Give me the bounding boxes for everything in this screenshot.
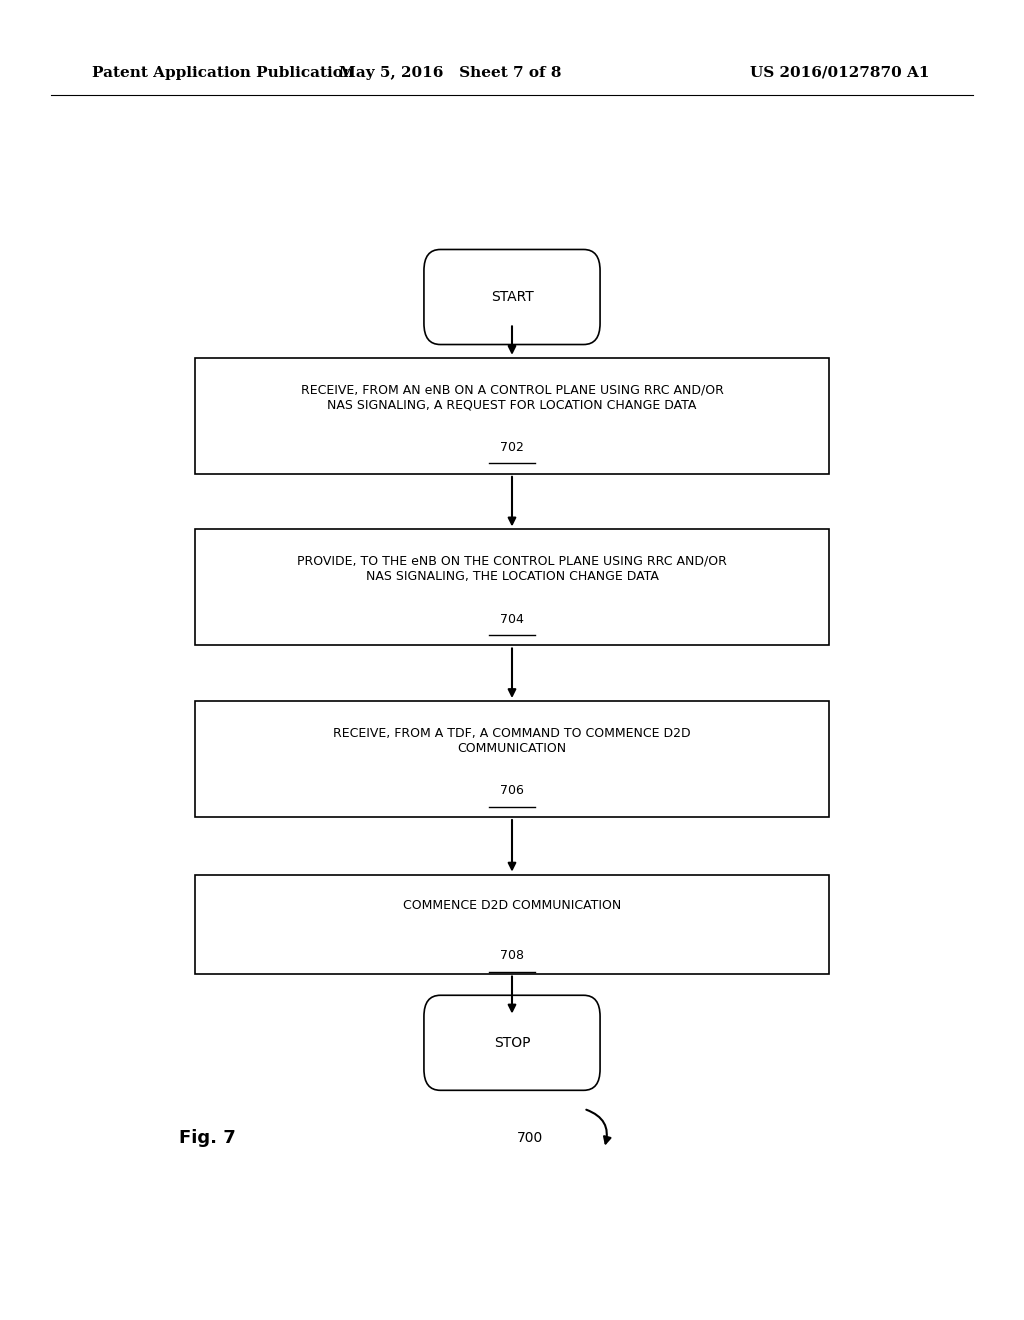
- Text: RECEIVE, FROM A TDF, A COMMAND TO COMMENCE D2D
COMMUNICATION: RECEIVE, FROM A TDF, A COMMAND TO COMMEN…: [333, 726, 691, 755]
- FancyBboxPatch shape: [195, 529, 829, 645]
- Text: RECEIVE, FROM AN eNB ON A CONTROL PLANE USING RRC AND/OR
NAS SIGNALING, A REQUES: RECEIVE, FROM AN eNB ON A CONTROL PLANE …: [301, 383, 723, 412]
- Text: PROVIDE, TO THE eNB ON THE CONTROL PLANE USING RRC AND/OR
NAS SIGNALING, THE LOC: PROVIDE, TO THE eNB ON THE CONTROL PLANE…: [297, 554, 727, 583]
- FancyBboxPatch shape: [195, 701, 829, 817]
- FancyBboxPatch shape: [424, 995, 600, 1090]
- Text: 704: 704: [500, 612, 524, 626]
- Text: Fig. 7: Fig. 7: [179, 1129, 236, 1147]
- FancyBboxPatch shape: [195, 874, 829, 974]
- Text: 706: 706: [500, 784, 524, 797]
- Text: May 5, 2016   Sheet 7 of 8: May 5, 2016 Sheet 7 of 8: [339, 66, 562, 79]
- Text: 708: 708: [500, 949, 524, 962]
- Text: US 2016/0127870 A1: US 2016/0127870 A1: [750, 66, 930, 79]
- Text: COMMENCE D2D COMMUNICATION: COMMENCE D2D COMMUNICATION: [402, 899, 622, 912]
- FancyArrowPatch shape: [587, 1110, 610, 1143]
- Text: STOP: STOP: [494, 1036, 530, 1049]
- Text: 700: 700: [517, 1131, 544, 1144]
- FancyBboxPatch shape: [424, 249, 600, 345]
- FancyBboxPatch shape: [195, 358, 829, 474]
- Text: START: START: [490, 290, 534, 304]
- Text: 702: 702: [500, 441, 524, 454]
- Text: Patent Application Publication: Patent Application Publication: [92, 66, 354, 79]
